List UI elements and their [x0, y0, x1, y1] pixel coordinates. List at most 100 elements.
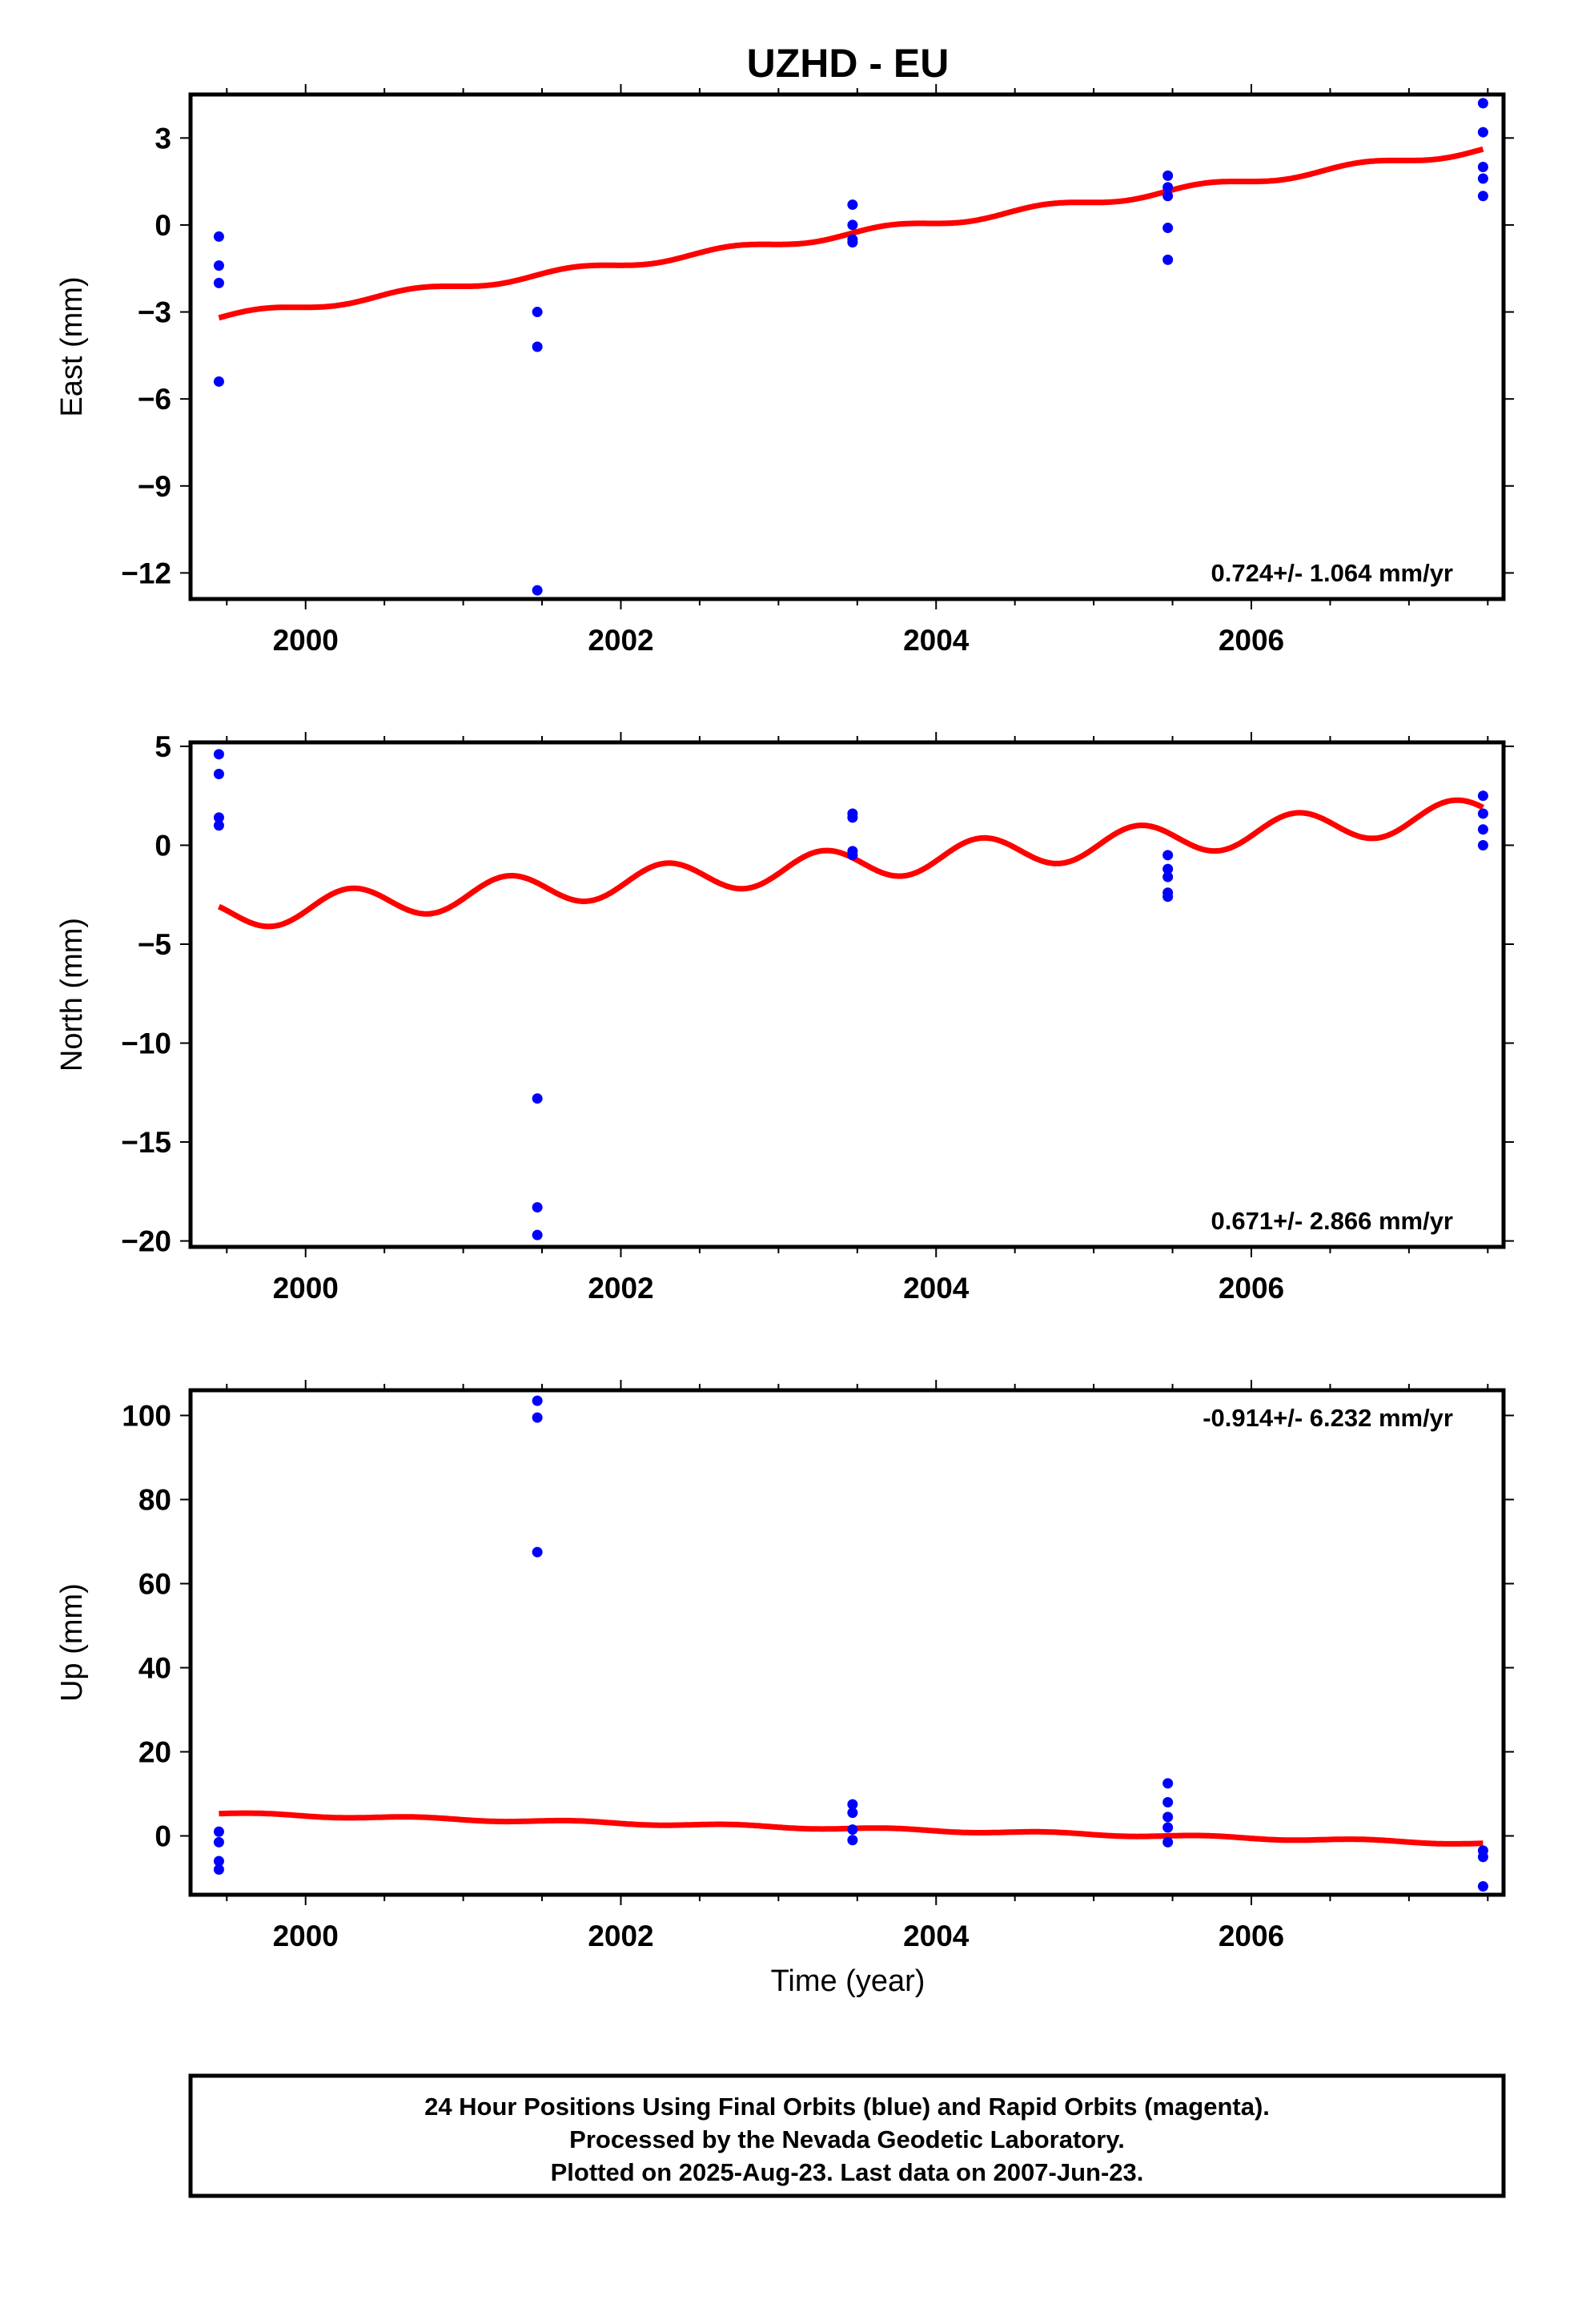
north-data-point [213, 769, 224, 780]
up-data-point [847, 1799, 858, 1810]
up-panel: 2000 2002 2004 2006 100 80 60 40 20 0 Up (mm) -0.91… [55, 1380, 1514, 1952]
east-x-tick-label: 2006 [1219, 624, 1284, 657]
east-x-tick-label: 2002 [588, 624, 653, 657]
up-data-point [213, 1864, 224, 1875]
east-data-point [1162, 254, 1174, 265]
up-x-tick-label: 2002 [588, 1920, 653, 1952]
up-x-tick-label: 2000 [273, 1920, 339, 1952]
north-frame [188, 740, 1506, 1249]
east-frame [188, 92, 1506, 601]
up-data-point [532, 1412, 543, 1423]
up-data-point [847, 1807, 858, 1819]
north-panel: 2000 2002 2004 2006 5 0 −5 −10 −15 −20 North (mm) 0… [55, 730, 1514, 1305]
north-rate-label: 0.671+/- 2.866 mm/yr [1211, 1207, 1453, 1235]
up-data-point [1477, 1852, 1488, 1863]
north-x-tick-label: 2002 [588, 1272, 653, 1305]
x-axis-label: Time (year) [771, 1964, 926, 1998]
up-y-tick-label: 100 [122, 1400, 171, 1433]
north-data-point [1162, 863, 1174, 875]
east-data-point [532, 585, 543, 596]
east-data-point [1162, 223, 1174, 234]
north-y-tick-label: −10 [121, 1027, 171, 1060]
north-data-point [213, 749, 224, 760]
up-data-point [213, 1826, 224, 1837]
east-fit-line [217, 146, 1484, 321]
north-y-axis-label: North (mm) [55, 918, 89, 1072]
up-data-point [1477, 1881, 1488, 1892]
up-y-tick-label: 0 [155, 1820, 171, 1853]
footer-box: 24 Hour Positions Using Final Orbits (bl… [188, 2073, 1506, 2198]
north-data-point [1477, 839, 1488, 850]
up-y-tick-label: 80 [139, 1484, 171, 1517]
north-y-tick-label: 5 [155, 730, 171, 763]
east-data-point [1162, 170, 1174, 181]
north-data-point [213, 812, 224, 823]
east-data-point [213, 260, 224, 271]
up-data-point [532, 1546, 543, 1558]
north-data-point [532, 1202, 543, 1213]
east-y-tick-label: −3 [138, 296, 171, 329]
east-data-point [847, 237, 858, 248]
north-data-point [1477, 824, 1488, 835]
north-y-tick-label: 0 [155, 829, 171, 862]
east-data-point [847, 199, 858, 211]
east-data-point [213, 277, 224, 288]
footer-line-1: 24 Hour Positions Using Final Orbits (bl… [424, 2093, 1270, 2121]
up-rate-label: -0.914+/- 6.232 mm/yr [1203, 1404, 1453, 1432]
north-y-tick-label: −15 [121, 1126, 171, 1159]
east-y-tick-label: 3 [155, 122, 171, 155]
north-data-point [1477, 808, 1488, 819]
north-data-point [1477, 790, 1488, 802]
north-x-tick-label: 2004 [903, 1272, 970, 1305]
north-x-tick-label: 2006 [1219, 1272, 1284, 1305]
up-data-point [213, 1836, 224, 1848]
up-x-tick-label: 2004 [903, 1920, 970, 1952]
up-data-point [1162, 1797, 1174, 1807]
east-data-point [532, 307, 543, 318]
north-data-point [847, 812, 858, 823]
up-x-tick-label: 2006 [1219, 1920, 1284, 1952]
east-data-point [1477, 173, 1488, 184]
east-rate-label: 0.724+/- 1.064 mm/yr [1211, 559, 1453, 587]
footer-frame [188, 2073, 1506, 2198]
north-y-tick-label: −20 [121, 1225, 171, 1258]
east-x-tick-label: 2004 [903, 624, 970, 657]
up-data-point [213, 1856, 224, 1867]
north-data-point [532, 1093, 543, 1104]
east-data-point [213, 231, 224, 242]
east-plot-area [213, 98, 1488, 596]
up-data-point [532, 1395, 543, 1406]
up-data-point [1162, 1836, 1174, 1848]
up-y-axis-label: Up (mm) [55, 1583, 89, 1702]
up-data-point [847, 1835, 858, 1846]
footer-line-3: Plotted on 2025-Aug-23. Last data on 200… [551, 2158, 1144, 2186]
east-data-point [213, 376, 224, 387]
east-x-tick-label: 2000 [273, 624, 339, 657]
north-data-point [847, 850, 858, 861]
east-data-point [1477, 162, 1488, 173]
east-panel: 2000 2002 2004 2006 3 0 −3 −6 −9 −12 East (mm) 0.72… [55, 84, 1514, 657]
east-y-tick-label: −12 [121, 557, 171, 589]
up-plot-area [213, 1395, 1488, 1892]
footer-line-2: Processed by the Nevada Geodetic Laborat… [569, 2125, 1125, 2153]
east-data-point [532, 341, 543, 352]
north-plot-area [213, 749, 1488, 1240]
up-y-tick-label: 20 [139, 1736, 171, 1769]
north-data-point [1162, 850, 1174, 861]
east-y-tick-label: −6 [138, 383, 171, 416]
north-data-point [213, 820, 224, 831]
north-x-tick-label: 2000 [273, 1272, 339, 1305]
east-data-point [1162, 191, 1174, 202]
up-data-point [847, 1824, 858, 1835]
up-frame [188, 1388, 1506, 1897]
east-data-point [1162, 182, 1174, 193]
up-y-tick-label: 40 [139, 1652, 171, 1685]
east-data-point [847, 219, 858, 231]
east-y-tick-label: −9 [138, 470, 171, 503]
east-data-point [1477, 191, 1488, 202]
up-data-point [1162, 1778, 1174, 1789]
north-y-tick-label: −5 [138, 928, 171, 961]
up-data-point [1162, 1822, 1174, 1833]
